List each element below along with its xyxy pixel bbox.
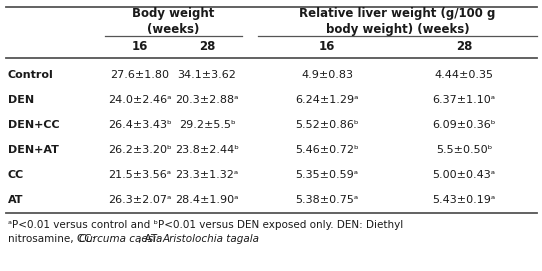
Text: 29.2±5.5ᵇ: 29.2±5.5ᵇ bbox=[179, 120, 235, 130]
Text: CC: CC bbox=[8, 170, 24, 180]
Text: 26.3±2.07ᵃ: 26.3±2.07ᵃ bbox=[108, 195, 172, 205]
Text: Body weight
(weeks): Body weight (weeks) bbox=[132, 8, 215, 37]
Text: 5.43±0.19ᵃ: 5.43±0.19ᵃ bbox=[433, 195, 495, 205]
Text: 28: 28 bbox=[199, 40, 215, 53]
Text: 4.44±0.35: 4.44±0.35 bbox=[435, 70, 494, 80]
Text: 23.3±1.32ᵃ: 23.3±1.32ᵃ bbox=[176, 170, 238, 180]
Text: DEN+CC: DEN+CC bbox=[8, 120, 60, 130]
Text: 26.2±3.20ᵇ: 26.2±3.20ᵇ bbox=[108, 145, 172, 155]
Text: Aristolochia tagala: Aristolochia tagala bbox=[163, 234, 260, 244]
Text: , AT:: , AT: bbox=[138, 234, 163, 244]
Text: 27.6±1.80: 27.6±1.80 bbox=[111, 70, 170, 80]
Text: 5.46±0.72ᵇ: 5.46±0.72ᵇ bbox=[295, 145, 359, 155]
Text: Curcuma caesia: Curcuma caesia bbox=[79, 234, 163, 244]
Text: AT: AT bbox=[8, 195, 23, 205]
Text: 34.1±3.62: 34.1±3.62 bbox=[178, 70, 236, 80]
Text: 23.8±2.44ᵇ: 23.8±2.44ᵇ bbox=[175, 145, 239, 155]
Text: 5.52±0.86ᵇ: 5.52±0.86ᵇ bbox=[295, 120, 359, 130]
Text: nitrosamine, CC:: nitrosamine, CC: bbox=[8, 234, 99, 244]
Text: 21.5±3.56ᵃ: 21.5±3.56ᵃ bbox=[108, 170, 172, 180]
Text: 20.3±2.88ᵃ: 20.3±2.88ᵃ bbox=[175, 95, 238, 105]
Text: 6.37±1.10ᵃ: 6.37±1.10ᵃ bbox=[433, 95, 495, 105]
Text: Control: Control bbox=[8, 70, 54, 80]
Text: 16: 16 bbox=[132, 40, 148, 53]
Text: 6.09±0.36ᵇ: 6.09±0.36ᵇ bbox=[433, 120, 496, 130]
Text: Relative liver weight (g/100 g
body weight) (weeks): Relative liver weight (g/100 g body weig… bbox=[299, 8, 496, 37]
Text: 24.0±2.46ᵃ: 24.0±2.46ᵃ bbox=[108, 95, 172, 105]
Text: 5.00±0.43ᵃ: 5.00±0.43ᵃ bbox=[433, 170, 495, 180]
Text: DEN+AT: DEN+AT bbox=[8, 145, 59, 155]
Text: 16: 16 bbox=[319, 40, 335, 53]
Text: ᵃP<0.01 versus control and ᵇP<0.01 versus DEN exposed only. DEN: Diethyl: ᵃP<0.01 versus control and ᵇP<0.01 versu… bbox=[8, 220, 403, 230]
Text: 5.35±0.59ᵃ: 5.35±0.59ᵃ bbox=[295, 170, 359, 180]
Text: 26.4±3.43ᵇ: 26.4±3.43ᵇ bbox=[108, 120, 172, 130]
Text: 5.5±0.50ᵇ: 5.5±0.50ᵇ bbox=[436, 145, 492, 155]
Text: 5.38±0.75ᵃ: 5.38±0.75ᵃ bbox=[295, 195, 359, 205]
Text: DEN: DEN bbox=[8, 95, 34, 105]
Text: 28.4±1.90ᵃ: 28.4±1.90ᵃ bbox=[175, 195, 238, 205]
Text: 4.9±0.83: 4.9±0.83 bbox=[301, 70, 353, 80]
Text: 6.24±1.29ᵃ: 6.24±1.29ᵃ bbox=[295, 95, 359, 105]
Text: 28: 28 bbox=[456, 40, 472, 53]
